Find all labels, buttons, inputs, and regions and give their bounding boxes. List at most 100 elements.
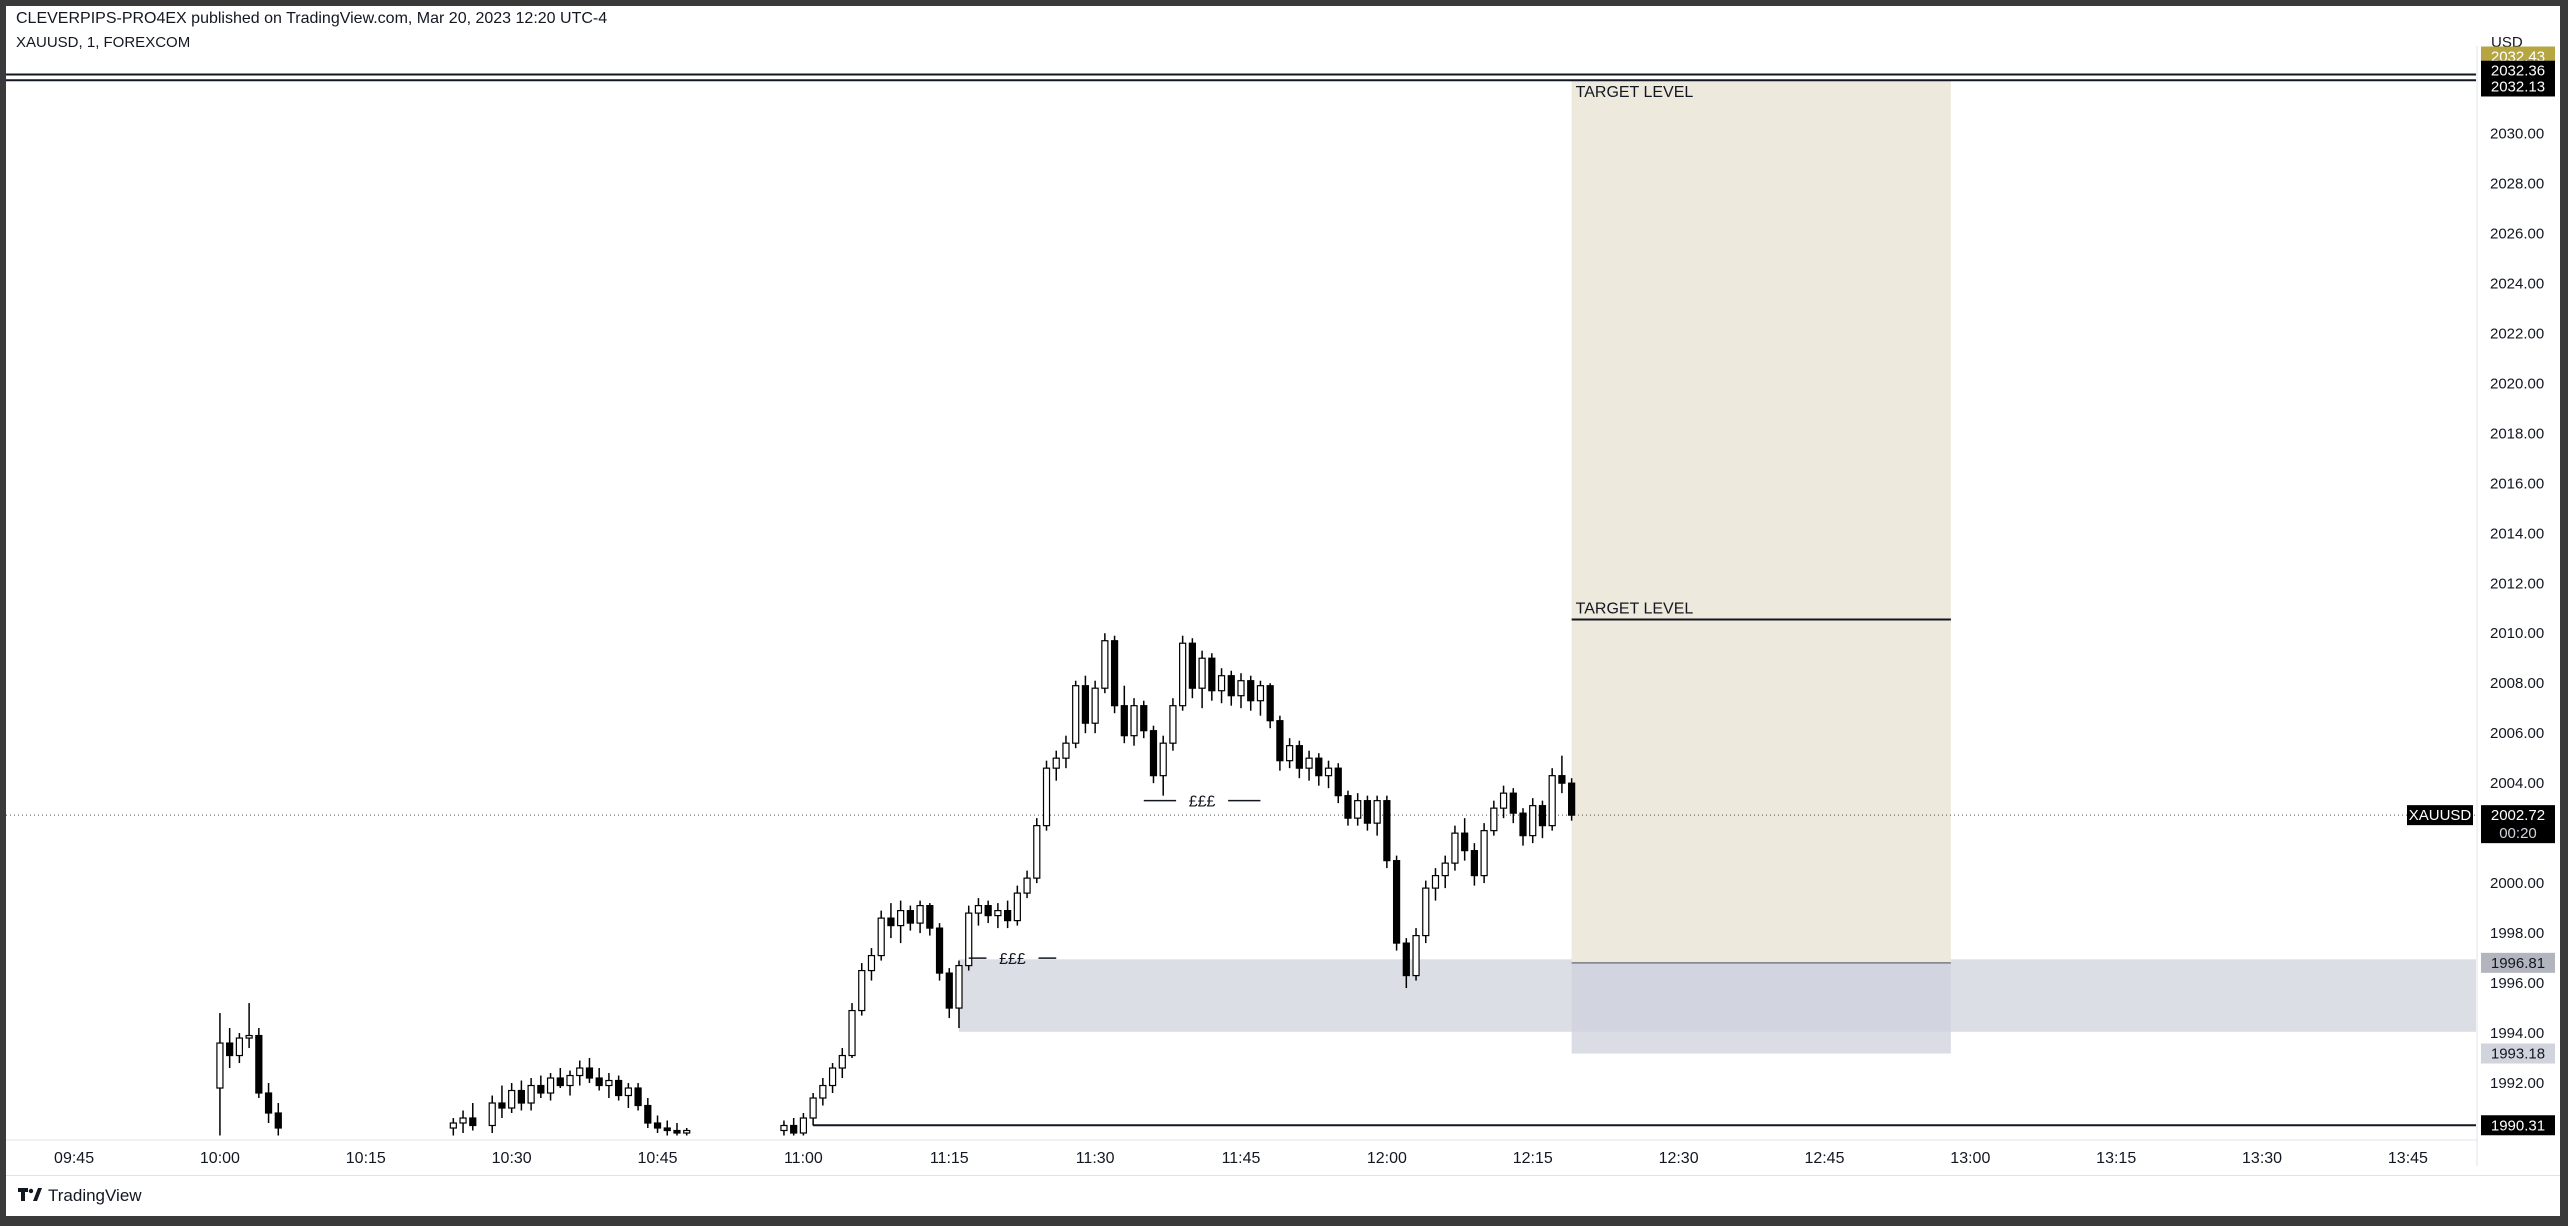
candle-body[interactable] (858, 969, 866, 1012)
candle-body[interactable] (264, 1092, 273, 1114)
candle-body[interactable] (1023, 877, 1031, 894)
candle-body[interactable] (1451, 832, 1459, 864)
candle-body[interactable] (867, 954, 876, 972)
line-price-tag[interactable]: 2032.36 (2491, 63, 2545, 80)
candle-body[interactable] (994, 910, 1002, 917)
candle-body[interactable] (508, 1089, 516, 1109)
candle-body[interactable] (683, 1129, 691, 1134)
candle-body[interactable] (887, 917, 895, 927)
candle-body[interactable] (1286, 745, 1294, 762)
candle-body[interactable] (595, 1077, 603, 1087)
candle-body[interactable] (634, 1087, 642, 1107)
candle-body[interactable] (828, 1067, 837, 1087)
line-price-tag[interactable]: 1990.31 (2491, 1117, 2545, 1134)
candle-body[interactable] (1091, 687, 1099, 724)
candle-body[interactable] (1470, 850, 1479, 877)
candle-body[interactable] (1422, 887, 1430, 937)
candle-body[interactable] (537, 1084, 545, 1094)
candle-body[interactable] (1538, 805, 1547, 827)
candle-body[interactable] (527, 1084, 535, 1104)
candle-body[interactable] (1568, 782, 1576, 816)
candle-body[interactable] (1198, 657, 1206, 689)
candle-body[interactable] (1402, 942, 1410, 977)
candle-body[interactable] (1363, 800, 1372, 824)
candle-body[interactable] (1266, 685, 1274, 722)
candle-body[interactable] (1461, 832, 1469, 852)
candle-body[interactable] (984, 905, 992, 917)
candle-body[interactable] (1081, 685, 1090, 724)
candle-body[interactable] (216, 1042, 224, 1089)
candle-body[interactable] (838, 1054, 846, 1069)
candle-body[interactable] (1509, 792, 1517, 814)
candle-body[interactable] (1431, 875, 1440, 889)
candle-body[interactable] (556, 1077, 564, 1087)
candle-body[interactable] (459, 1117, 467, 1124)
candle-body[interactable] (1519, 812, 1527, 837)
candle-body[interactable] (935, 927, 944, 974)
candle-body[interactable] (546, 1077, 555, 1094)
line-price-tag[interactable]: 2032.13 (2491, 78, 2545, 95)
candle-body[interactable] (1324, 767, 1333, 777)
axis-tag[interactable]: 1996.81 (2491, 955, 2545, 972)
candle-body[interactable] (226, 1042, 234, 1057)
candle-body[interactable] (449, 1122, 457, 1129)
candle-body[interactable] (1072, 685, 1080, 744)
candle-body[interactable] (644, 1104, 652, 1124)
candle-body[interactable] (1392, 860, 1401, 944)
candle-body[interactable] (1344, 795, 1352, 819)
candle-body[interactable] (576, 1067, 584, 1077)
candle-body[interactable] (469, 1117, 477, 1127)
candle-body[interactable] (1217, 675, 1226, 692)
candle-body[interactable] (1159, 742, 1167, 777)
candle-body[interactable] (1110, 640, 1119, 707)
candle-body[interactable] (1276, 720, 1284, 762)
candle-body[interactable] (663, 1127, 671, 1132)
candle-body[interactable] (1013, 892, 1021, 922)
candle-body[interactable] (955, 964, 963, 1009)
candle-body[interactable] (1315, 757, 1323, 777)
candle-body[interactable] (926, 905, 934, 929)
candle-body[interactable] (673, 1129, 681, 1134)
candle-body[interactable] (1247, 680, 1255, 702)
candle-body[interactable] (1052, 757, 1060, 769)
candle-body[interactable] (819, 1084, 827, 1099)
candle-body[interactable] (605, 1079, 613, 1087)
candle-body[interactable] (1179, 642, 1187, 707)
candle-body[interactable] (1101, 640, 1109, 689)
candle-body[interactable] (974, 905, 983, 914)
candle-body[interactable] (965, 912, 973, 967)
candle-body[interactable] (1295, 745, 1303, 769)
candle-body[interactable] (1003, 910, 1012, 922)
target-zone[interactable] (1571, 80, 1951, 963)
candle-body[interactable] (1334, 767, 1342, 797)
candle-body[interactable] (1558, 775, 1566, 784)
candle-body[interactable] (1130, 705, 1138, 737)
candle-body[interactable] (1548, 775, 1556, 827)
candle-body[interactable] (809, 1097, 817, 1119)
candle-body[interactable] (653, 1122, 662, 1129)
candle-body[interactable] (615, 1079, 623, 1097)
time-axis[interactable]: 09:45 10:00 10:15 10:30 10:45 11:00 11:15 11:30… (6, 1139, 2477, 1167)
candle-body[interactable] (1140, 705, 1148, 732)
candle-body[interactable] (1354, 800, 1362, 819)
candle-body[interactable] (1480, 830, 1488, 877)
candle-body[interactable] (1033, 825, 1041, 879)
candle-body[interactable] (517, 1089, 526, 1104)
candle-body[interactable] (1208, 657, 1216, 692)
candle-body[interactable] (1441, 862, 1449, 877)
candle-body[interactable] (488, 1102, 496, 1127)
candle-body[interactable] (1188, 642, 1196, 689)
candle-body[interactable] (1529, 805, 1537, 837)
candle-body[interactable] (585, 1067, 594, 1079)
axis-tag[interactable]: 1993.18 (2491, 1046, 2545, 1063)
candle-body[interactable] (1383, 800, 1391, 862)
candle-body[interactable] (848, 1009, 856, 1057)
candle-body[interactable] (780, 1124, 788, 1132)
candle-body[interactable] (799, 1117, 808, 1134)
candle-body[interactable] (1499, 792, 1508, 809)
candle-body[interactable] (245, 1034, 253, 1039)
candle-body[interactable] (1305, 757, 1313, 769)
candle-body[interactable] (498, 1102, 506, 1109)
candle-body[interactable] (1120, 705, 1128, 737)
